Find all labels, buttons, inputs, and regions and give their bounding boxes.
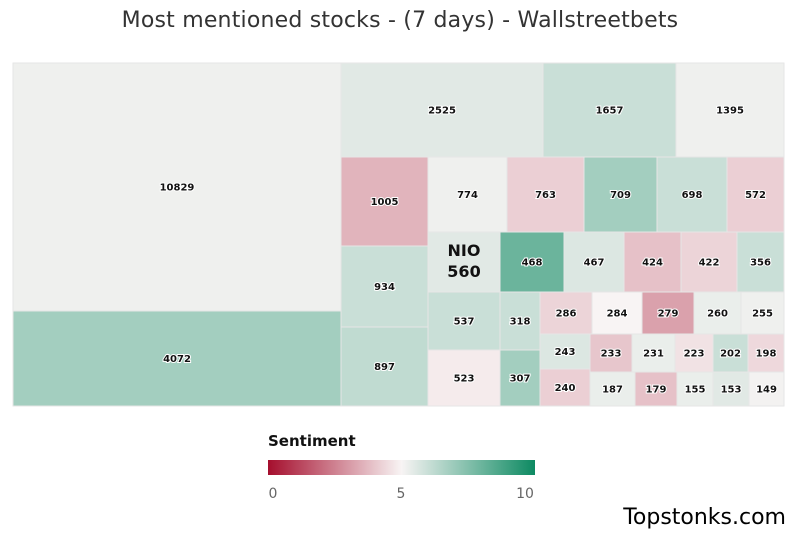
treemap-tile (12, 310, 342, 407)
treemap-tile-value-label: 279 (658, 309, 679, 320)
treemap-tile-nio (427, 231, 501, 293)
treemap-tile (656, 156, 728, 233)
treemap-tile-value-label: 318 (510, 317, 531, 328)
treemap-tile-value-label: 560 (447, 262, 480, 281)
treemap-tile (589, 333, 633, 373)
treemap-tile-value-label: 709 (610, 190, 631, 201)
treemap-tile-value-label: 1005 (371, 197, 399, 208)
treemap-tile (623, 231, 682, 293)
treemap-tile (340, 326, 429, 407)
treemap-tile-value-label: 422 (699, 258, 720, 269)
treemap-tile-value-label: 231 (643, 349, 664, 360)
treemap-tile (747, 333, 785, 373)
treemap-tile-value-label: 233 (601, 349, 622, 360)
treemap-tile-value-label: 223 (684, 349, 705, 360)
treemap-tile (340, 62, 544, 158)
treemap-tile-value-label: 260 (707, 309, 728, 320)
treemap-tile (641, 291, 695, 335)
treemap-tile-value-label: 10829 (160, 183, 195, 194)
treemap-tile (539, 368, 591, 407)
treemap-tile-value-label: 572 (745, 190, 766, 201)
treemap-tile-value-label: 934 (374, 282, 395, 293)
treemap-tile (340, 245, 429, 328)
treemap-tile (712, 371, 750, 407)
treemap-tile-value-label: 424 (642, 258, 663, 269)
treemap-tile (563, 231, 625, 293)
treemap-tile-value-label: 774 (457, 190, 478, 201)
treemap-tile-value-label: 255 (752, 309, 773, 320)
treemap-tile-value-label: 284 (607, 309, 628, 320)
treemap-tile-value-label: 4072 (163, 354, 191, 365)
treemap-tile (680, 231, 738, 293)
treemap-tile-value-label: 468 (522, 258, 543, 269)
treemap-tile-ticker-label: NIO (448, 241, 481, 260)
treemap-tile-value-label: 2525 (428, 106, 456, 117)
treemap-tile-value-label: 307 (510, 374, 531, 385)
treemap-tile-value-label: 356 (750, 258, 771, 269)
treemap-tile (740, 291, 785, 335)
treemap-tile-value-label: 467 (584, 258, 605, 269)
treemap-chart: 10829 4072 2525 1657 1395 1005 774 763 709 698 572… (12, 62, 785, 407)
treemap-tile-value-label: 537 (454, 317, 475, 328)
treemap-tile-value-label: 1395 (716, 106, 744, 117)
treemap-tile-value-label: 523 (454, 374, 475, 385)
treemap-tile (676, 371, 714, 407)
treemap-tile-value-label: 240 (555, 383, 576, 394)
treemap-tile-value-label: 286 (556, 309, 577, 320)
treemap-tile-value-label: 698 (682, 190, 703, 201)
treemap-tile (748, 371, 785, 407)
treemap-tile-value-label: 153 (721, 385, 742, 396)
chart-title: Most mentioned stocks - (7 days) - Walls… (121, 8, 679, 33)
treemap-tile-value-label: 897 (374, 362, 395, 373)
treemap-tile-value-label: 763 (535, 190, 556, 201)
treemap-tile (591, 291, 643, 335)
treemap-tile (583, 156, 658, 233)
treemap-tile (634, 371, 678, 407)
sentiment-color-bar (268, 460, 535, 475)
treemap-tile-value-label: 202 (720, 349, 741, 360)
treemap-tile (499, 231, 565, 293)
watermark-text: Topstonks.com (623, 505, 786, 530)
treemap-tile (427, 156, 508, 233)
legend-tick-min: 0 (268, 486, 278, 502)
treemap-tile-value-label: 1657 (596, 106, 624, 117)
legend-tick-mid: 5 (396, 486, 406, 502)
treemap-tile (631, 333, 676, 373)
treemap-tile (693, 291, 742, 335)
treemap-tile-value-label: 187 (602, 385, 623, 396)
treemap-tile-value-label: 243 (555, 347, 576, 358)
treemap-tile-value-label: 179 (646, 385, 667, 396)
treemap-tile (12, 62, 342, 312)
treemap-tile (499, 291, 541, 351)
treemap-tile (539, 291, 593, 335)
treemap-tile (539, 333, 591, 370)
legend-title: Sentiment (268, 432, 356, 450)
treemap-tile-value-label: 155 (685, 385, 706, 396)
treemap-tile-value-label: 198 (756, 349, 777, 360)
legend-tick-max: 10 (516, 486, 534, 502)
treemap-tile-value-label: 149 (756, 385, 777, 396)
treemap-tile (427, 291, 501, 351)
treemap-tile (736, 231, 785, 293)
treemap-tile (542, 62, 677, 158)
treemap-tile (506, 156, 585, 233)
